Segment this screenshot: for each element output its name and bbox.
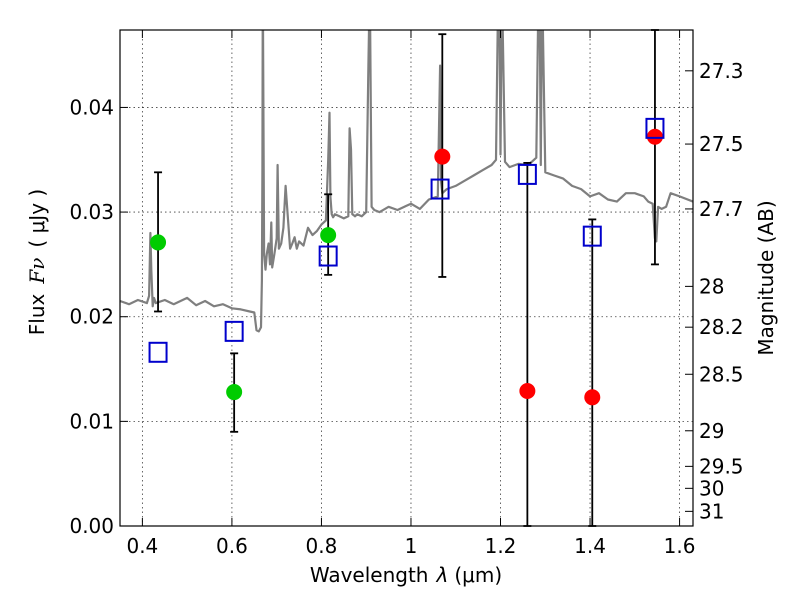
model-photometry-point <box>224 320 244 342</box>
spectrum-layer <box>120 30 693 333</box>
x-tick-label: 0.4 <box>126 534 158 558</box>
y2-tick-label: 28.5 <box>699 362 744 386</box>
observed-detections-point <box>320 227 337 244</box>
y-axis-title: FluxFν( μJy ) <box>25 189 49 335</box>
model-photometry-point <box>582 225 602 247</box>
y2-tick-label: 27.3 <box>699 59 744 83</box>
model-photometry-point <box>148 341 168 363</box>
x-tick-label: 0.6 <box>216 534 248 558</box>
y2-tick-label: 29.5 <box>699 454 744 478</box>
observed-detections-point <box>150 234 167 251</box>
y-tick-label: 0.04 <box>69 95 114 119</box>
data-markers <box>148 117 665 406</box>
model-photometry-point <box>517 163 537 185</box>
x-tick-label: 1.4 <box>574 534 606 558</box>
observed-detections-point <box>226 384 243 401</box>
x-axis-title: Wavelength λ (μm) <box>310 563 502 587</box>
x-tick-label: 1.2 <box>485 534 517 558</box>
y2-axis-title: Magnitude (AB) <box>754 200 778 355</box>
model-photometry-point <box>645 117 665 139</box>
model-spectrum-line <box>120 30 693 333</box>
observed-limits-point <box>646 128 663 145</box>
plot-frame <box>119 29 694 527</box>
y-tick-label: 0.03 <box>69 200 114 224</box>
y2-tick-label: 28.2 <box>699 315 744 339</box>
x-tick-label: 1 <box>405 534 418 558</box>
observed-limits-point <box>519 383 536 400</box>
y-tick-label: 0.00 <box>69 514 114 538</box>
y2-tick-label: 31 <box>699 499 724 523</box>
x-tick-label: 1.6 <box>664 534 696 558</box>
y2-tick-label: 27.7 <box>699 197 744 221</box>
y2-tick-label: 28 <box>699 274 724 298</box>
y2-tick-label: 27.5 <box>699 132 744 156</box>
y2-tick-label: 29 <box>699 419 724 443</box>
x-tick-label: 0.8 <box>306 534 338 558</box>
y-tick-label: 0.01 <box>69 409 114 433</box>
axis-ticks: 0.4 0.6 0.8 1 1.2 1.4 1.6 0.00 0.01 0.02 0.03 0.04 2… <box>69 30 744 558</box>
observed-limits-point <box>584 389 601 406</box>
model-photometry-point <box>430 178 450 200</box>
y2-tick-label: 30 <box>699 476 724 500</box>
grid-lines <box>120 30 693 526</box>
observed-limits-point <box>434 148 451 165</box>
y-tick-label: 0.02 <box>69 305 114 329</box>
model-photometry-point <box>318 245 338 267</box>
